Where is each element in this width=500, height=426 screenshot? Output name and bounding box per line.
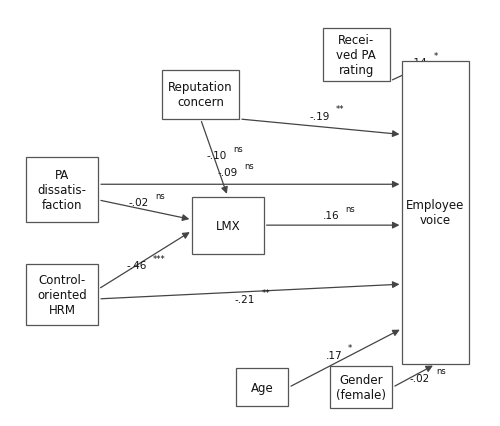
Text: .14: .14 [412,58,428,68]
Text: -.46: -.46 [126,261,146,271]
Text: **: ** [262,288,270,297]
Text: -.21: -.21 [235,294,255,304]
FancyBboxPatch shape [162,71,239,119]
Text: ns: ns [436,367,446,376]
Text: ns: ns [156,191,166,200]
Text: .16: .16 [324,211,340,221]
Text: -.19: -.19 [309,111,330,121]
Text: Reputation
concern: Reputation concern [168,81,233,109]
Text: -.02: -.02 [128,198,149,207]
FancyBboxPatch shape [323,29,390,82]
Text: -.09: -.09 [218,168,238,178]
Text: Employee
voice: Employee voice [406,199,464,227]
FancyBboxPatch shape [236,368,288,406]
FancyBboxPatch shape [192,197,264,254]
Text: Recei-
ved PA
rating: Recei- ved PA rating [336,34,376,77]
Text: -.10: -.10 [206,151,227,161]
FancyBboxPatch shape [330,366,392,409]
Text: PA
dissatis-
faction: PA dissatis- faction [38,168,86,211]
Text: .17: .17 [326,350,342,360]
Text: -.02: -.02 [410,373,430,383]
Text: ns: ns [234,144,243,154]
Text: Control-
oriented
HRM: Control- oriented HRM [37,273,87,317]
Text: *: * [348,343,352,352]
Text: Gender
(female): Gender (female) [336,374,386,401]
Text: ***: *** [153,254,166,263]
Text: Age: Age [251,381,274,394]
FancyBboxPatch shape [26,157,98,222]
FancyBboxPatch shape [26,265,98,325]
Text: *: * [434,52,438,61]
Text: ns: ns [244,162,254,171]
FancyBboxPatch shape [402,62,469,364]
Text: ns: ns [346,205,356,214]
Text: LMX: LMX [216,219,240,232]
Text: **: ** [336,105,344,114]
